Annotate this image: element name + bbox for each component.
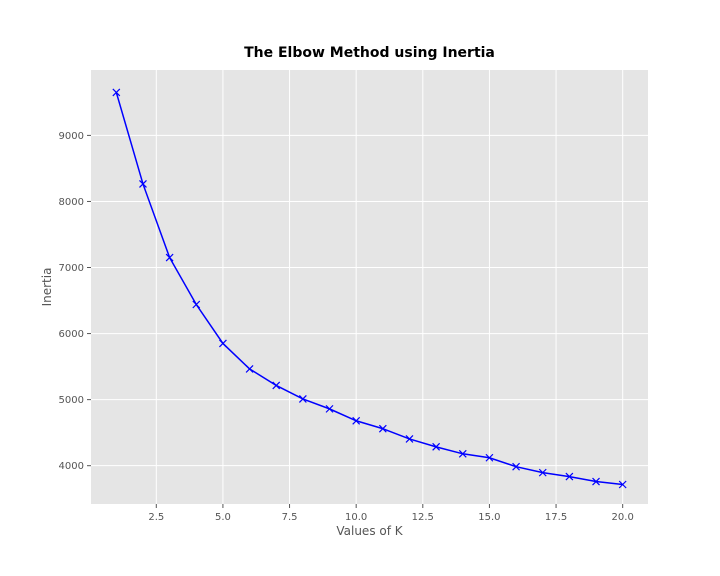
data-point [139, 180, 147, 188]
y-axis-ticks: 4000 5000 6000 7000 8000 9000 [59, 131, 91, 472]
x-tick-label: 15.0 [478, 512, 500, 523]
data-point [378, 424, 387, 433]
y-tick-label: 5000 [59, 395, 84, 406]
data-point [298, 395, 307, 403]
grid [91, 70, 648, 504]
data-point [272, 381, 281, 390]
y-tick-label: 8000 [59, 197, 84, 208]
x-tick-label: 5.0 [215, 512, 231, 523]
data-point [192, 300, 201, 309]
data-point [538, 468, 547, 477]
data-point [165, 253, 174, 262]
x-tick-label: 2.5 [148, 512, 164, 523]
data-point [405, 435, 414, 443]
data-point [485, 453, 494, 462]
data-point [325, 404, 334, 413]
data-point [592, 477, 600, 486]
x-tick-label: 20.0 [612, 512, 634, 523]
y-tick-label: 7000 [59, 263, 84, 274]
data-point [512, 462, 521, 471]
x-tick-label: 12.5 [412, 512, 434, 523]
data-point [245, 364, 254, 373]
plot-area [91, 70, 648, 504]
x-tick-label: 17.5 [545, 512, 567, 523]
y-tick-label: 6000 [59, 329, 84, 340]
series-group [112, 88, 627, 489]
data-point [112, 88, 121, 97]
y-tick-label: 4000 [59, 461, 84, 472]
data-point [352, 416, 361, 425]
data-point [458, 449, 467, 458]
series-line [115, 92, 623, 486]
chart-title: The Elbow Method using Inertia [244, 45, 495, 61]
data-point [432, 442, 441, 451]
data-point [565, 472, 574, 481]
x-axis-label: Values of K [336, 524, 403, 538]
x-tick-label: 10.0 [345, 512, 367, 523]
x-tick-label: 7.5 [282, 512, 298, 523]
data-point [218, 339, 227, 348]
data-point [618, 480, 627, 489]
y-tick-label: 9000 [59, 131, 84, 142]
x-axis-ticks: 2.5 5.0 7.5 10.0 12.5 15.0 17.5 20.0 [148, 504, 634, 523]
y-axis-label: Inertia [40, 268, 54, 307]
